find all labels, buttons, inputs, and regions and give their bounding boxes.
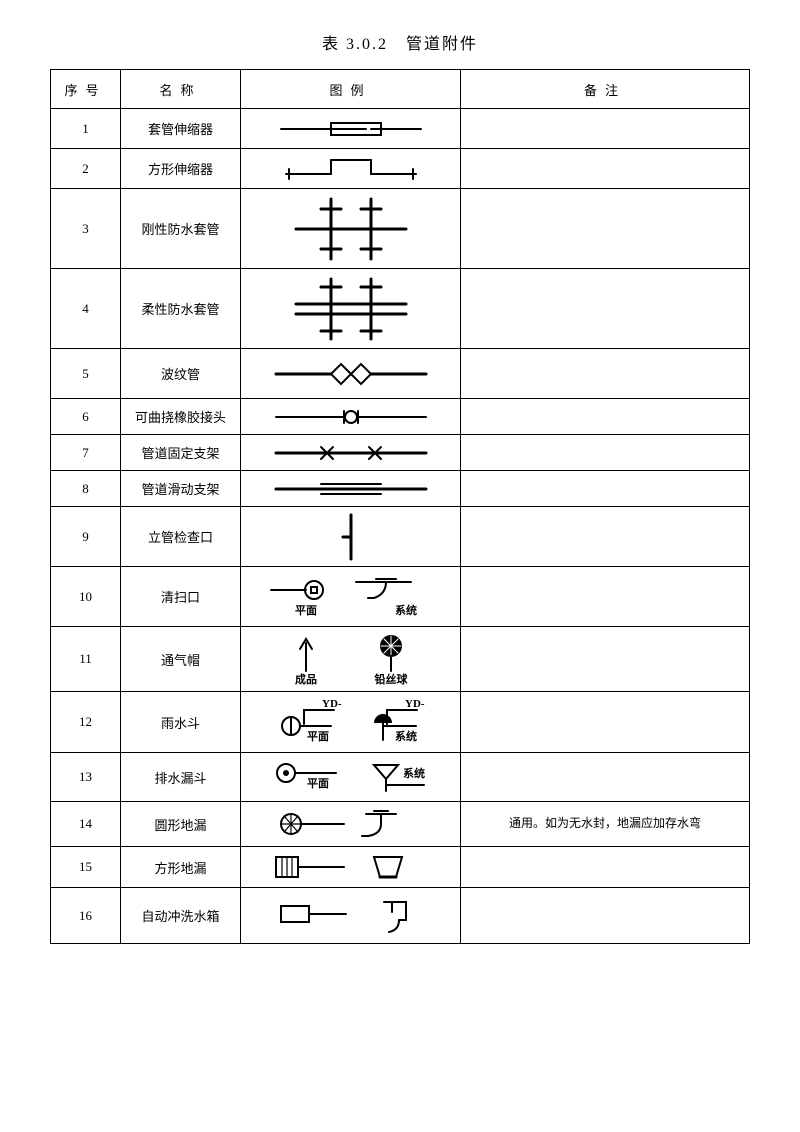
svg-text:铅丝球: 铅丝球	[374, 672, 408, 686]
cell-num: 13	[51, 753, 121, 802]
table-row: 15方形地漏	[51, 847, 750, 888]
cell-name: 排水漏斗	[121, 753, 241, 802]
cell-note	[461, 269, 750, 349]
table-row: 6可曲挠橡胶接头	[51, 399, 750, 435]
svg-text:YD-: YD-	[405, 698, 425, 710]
cell-num: 12	[51, 692, 121, 753]
cell-num: 1	[51, 109, 121, 149]
cell-num: 4	[51, 269, 121, 349]
cell-name: 雨水斗	[121, 692, 241, 753]
cell-name: 圆形地漏	[121, 802, 241, 847]
cell-symbol: YD- 平面 YD- 系统	[241, 692, 461, 753]
header-symbol: 图例	[241, 70, 461, 109]
cell-num: 16	[51, 888, 121, 944]
table-row: 11通气帽 成品 铅丝球	[51, 627, 750, 692]
svg-text:平面: 平面	[307, 777, 329, 790]
cell-num: 10	[51, 567, 121, 627]
cell-note	[461, 567, 750, 627]
table-row: 16自动冲洗水箱	[51, 888, 750, 944]
cell-num: 3	[51, 189, 121, 269]
cell-symbol	[241, 847, 461, 888]
table-row: 2方形伸缩器	[51, 149, 750, 189]
table-row: 12雨水斗 YD- 平面 YD- 系统	[51, 692, 750, 753]
cell-name: 方形伸缩器	[121, 149, 241, 189]
cell-num: 11	[51, 627, 121, 692]
cell-note: 通用。如为无水封，地漏应加存水弯	[461, 802, 750, 847]
table-row: 13排水漏斗 平面 系统	[51, 753, 750, 802]
table-row: 9立管检查口	[51, 507, 750, 567]
cell-symbol	[241, 269, 461, 349]
cell-note	[461, 888, 750, 944]
cell-name: 套管伸缩器	[121, 109, 241, 149]
cell-name: 管道固定支架	[121, 435, 241, 471]
cell-name: 清扫口	[121, 567, 241, 627]
cell-num: 8	[51, 471, 121, 507]
table-row: 5波纹管	[51, 349, 750, 399]
cell-symbol	[241, 189, 461, 269]
table-row: 7管道固定支架	[51, 435, 750, 471]
cell-note	[461, 109, 750, 149]
cell-note	[461, 471, 750, 507]
cell-symbol	[241, 802, 461, 847]
cell-name: 柔性防水套管	[121, 269, 241, 349]
cell-note	[461, 349, 750, 399]
cell-note	[461, 189, 750, 269]
cell-note	[461, 692, 750, 753]
cell-note	[461, 399, 750, 435]
table-row: 10清扫口 平面 系统	[51, 567, 750, 627]
table-row: 8管道滑动支架	[51, 471, 750, 507]
cell-note	[461, 507, 750, 567]
cell-name: 刚性防水套管	[121, 189, 241, 269]
cell-note	[461, 753, 750, 802]
cell-num: 9	[51, 507, 121, 567]
header-note: 备注	[461, 70, 750, 109]
cell-name: 通气帽	[121, 627, 241, 692]
cell-note	[461, 149, 750, 189]
cell-symbol	[241, 888, 461, 944]
cell-name: 可曲挠橡胶接头	[121, 399, 241, 435]
header-name: 名称	[121, 70, 241, 109]
cell-symbol	[241, 109, 461, 149]
pipe-fittings-table: 序号 名称 图例 备注 1套管伸缩器 2方形伸缩器 3刚性防水套管 4柔性防水套…	[50, 69, 750, 944]
cell-num: 2	[51, 149, 121, 189]
svg-text:成品: 成品	[295, 672, 317, 686]
cell-symbol	[241, 471, 461, 507]
cell-symbol: 平面 系统	[241, 753, 461, 802]
svg-text:系统: 系统	[395, 729, 417, 743]
table-row: 14圆形地漏 通用。如为无水封，地漏应加存水弯	[51, 802, 750, 847]
table-row: 3刚性防水套管	[51, 189, 750, 269]
cell-symbol	[241, 435, 461, 471]
cell-num: 5	[51, 349, 121, 399]
cell-num: 7	[51, 435, 121, 471]
svg-text:YD-: YD-	[322, 698, 342, 710]
cell-num: 15	[51, 847, 121, 888]
cell-symbol: 成品 铅丝球	[241, 627, 461, 692]
cell-symbol	[241, 349, 461, 399]
cell-name: 自动冲洗水箱	[121, 888, 241, 944]
cell-num: 14	[51, 802, 121, 847]
table-row: 1套管伸缩器	[51, 109, 750, 149]
header-num: 序号	[51, 70, 121, 109]
cell-symbol	[241, 507, 461, 567]
table-row: 4柔性防水套管	[51, 269, 750, 349]
cell-name: 波纹管	[121, 349, 241, 399]
svg-text:系统: 系统	[403, 766, 425, 780]
cell-name: 管道滑动支架	[121, 471, 241, 507]
cell-name: 立管检查口	[121, 507, 241, 567]
cell-name: 方形地漏	[121, 847, 241, 888]
cell-symbol	[241, 149, 461, 189]
cell-note	[461, 435, 750, 471]
svg-text:平面: 平面	[307, 730, 329, 743]
header-row: 序号 名称 图例 备注	[51, 70, 750, 109]
cell-note	[461, 847, 750, 888]
cell-num: 6	[51, 399, 121, 435]
cell-symbol: 平面 系统	[241, 567, 461, 627]
cell-symbol	[241, 399, 461, 435]
table-title: 表 3.0.2 管道附件	[50, 30, 750, 54]
svg-text:系统: 系统	[395, 603, 417, 617]
cell-note	[461, 627, 750, 692]
svg-text:平面: 平面	[295, 604, 317, 617]
